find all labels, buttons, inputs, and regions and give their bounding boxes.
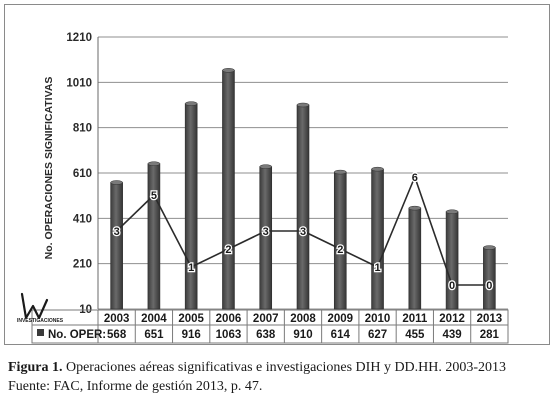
bar-cap xyxy=(259,164,272,169)
x-tick-label: 2011 xyxy=(402,313,428,325)
bar-cap xyxy=(110,180,123,185)
bar xyxy=(110,182,123,310)
x-tick-label: 2005 xyxy=(178,313,204,325)
logo-text: INVESTIGACIONES xyxy=(17,318,64,324)
bar-cap xyxy=(483,245,496,250)
x-tick-label: 2003 xyxy=(104,313,130,325)
bar-cap xyxy=(408,205,422,211)
table-value: 651 xyxy=(144,329,164,341)
bar-cap xyxy=(222,68,235,73)
line-point-label: 0 xyxy=(449,280,455,292)
bars xyxy=(110,68,496,310)
x-tick-label: 2004 xyxy=(141,313,167,325)
bar xyxy=(147,163,161,310)
figure-frame xyxy=(4,4,550,345)
x-tick-label: 2010 xyxy=(365,313,391,325)
table-value: 910 xyxy=(293,329,312,341)
bar xyxy=(222,70,235,310)
bar xyxy=(184,103,198,310)
table-value: 568 xyxy=(107,329,127,341)
y-axis-title: No. OPERACIONES SIGNIFICATIVAS xyxy=(43,77,55,260)
bar-cap xyxy=(371,166,384,172)
x-tick-label: 2007 xyxy=(253,313,279,325)
x-tick-label: 2009 xyxy=(327,313,353,325)
line-point-label: 0 xyxy=(486,280,492,292)
line-path xyxy=(116,176,490,286)
legend-swatch-icon xyxy=(37,329,44,336)
investigaciones-logo: INVESTIGACIONES xyxy=(17,292,64,324)
table-value: 614 xyxy=(331,329,351,341)
caption-text: Operaciones aéreas significativas e inve… xyxy=(62,360,507,375)
figure-caption: Figura 1. Operaciones aéreas significati… xyxy=(8,360,506,376)
line-point-label: 6 xyxy=(412,172,418,184)
bar xyxy=(483,247,496,310)
y-tick-label: 610 xyxy=(73,168,92,180)
bar xyxy=(333,171,347,310)
bar xyxy=(296,104,310,310)
y-tick-label: 210 xyxy=(73,259,92,271)
legend-label: No. OPER: xyxy=(48,329,106,341)
bar-cap xyxy=(334,169,347,175)
table-value: 455 xyxy=(405,329,425,341)
line-point-label: 3 xyxy=(114,226,120,238)
figure-source: Fuente: FAC, Informe de gestión 2013, p.… xyxy=(8,379,263,394)
y-tick-label: 1210 xyxy=(66,32,92,44)
line-point-label: 5 xyxy=(151,190,157,202)
caption-label: Figura 1. xyxy=(8,360,63,375)
data-table: 2003 568 2004 651 2005 916 2006 1063 2007 638 2008… xyxy=(31,309,509,344)
x-tick-label: 2012 xyxy=(439,313,465,325)
line-point-label: 1 xyxy=(374,262,380,274)
logo-mark-icon xyxy=(20,292,49,320)
table-value: 627 xyxy=(368,329,387,341)
line-point-label: 3 xyxy=(300,226,306,238)
bar xyxy=(445,211,459,310)
line-point-label: 3 xyxy=(263,226,269,238)
table-value: 1063 xyxy=(216,329,242,341)
y-tick-label: 410 xyxy=(73,213,92,225)
x-tick-label: 2008 xyxy=(290,313,316,325)
bar xyxy=(408,207,422,310)
x-tick-label: 2006 xyxy=(216,313,242,325)
bar-cap xyxy=(184,101,198,106)
line-point-label: 1 xyxy=(188,262,194,274)
bar-cap xyxy=(445,209,459,215)
y-tick-label: 1010 xyxy=(66,77,92,89)
y-tick-label: 810 xyxy=(73,123,92,135)
line-point-label: 2 xyxy=(337,244,343,256)
bar-cap xyxy=(147,161,161,166)
line-series: 3 5 1 2 3 3 2 1 6 0 0 xyxy=(112,171,493,294)
bar xyxy=(371,168,384,310)
x-tick-label: 2013 xyxy=(477,313,503,325)
table-value: 281 xyxy=(480,329,500,341)
line-point-label: 2 xyxy=(225,244,231,256)
table-value: 439 xyxy=(442,329,461,341)
table-value: 916 xyxy=(182,329,201,341)
table-value: 638 xyxy=(256,329,276,341)
bar-cap xyxy=(296,102,310,108)
